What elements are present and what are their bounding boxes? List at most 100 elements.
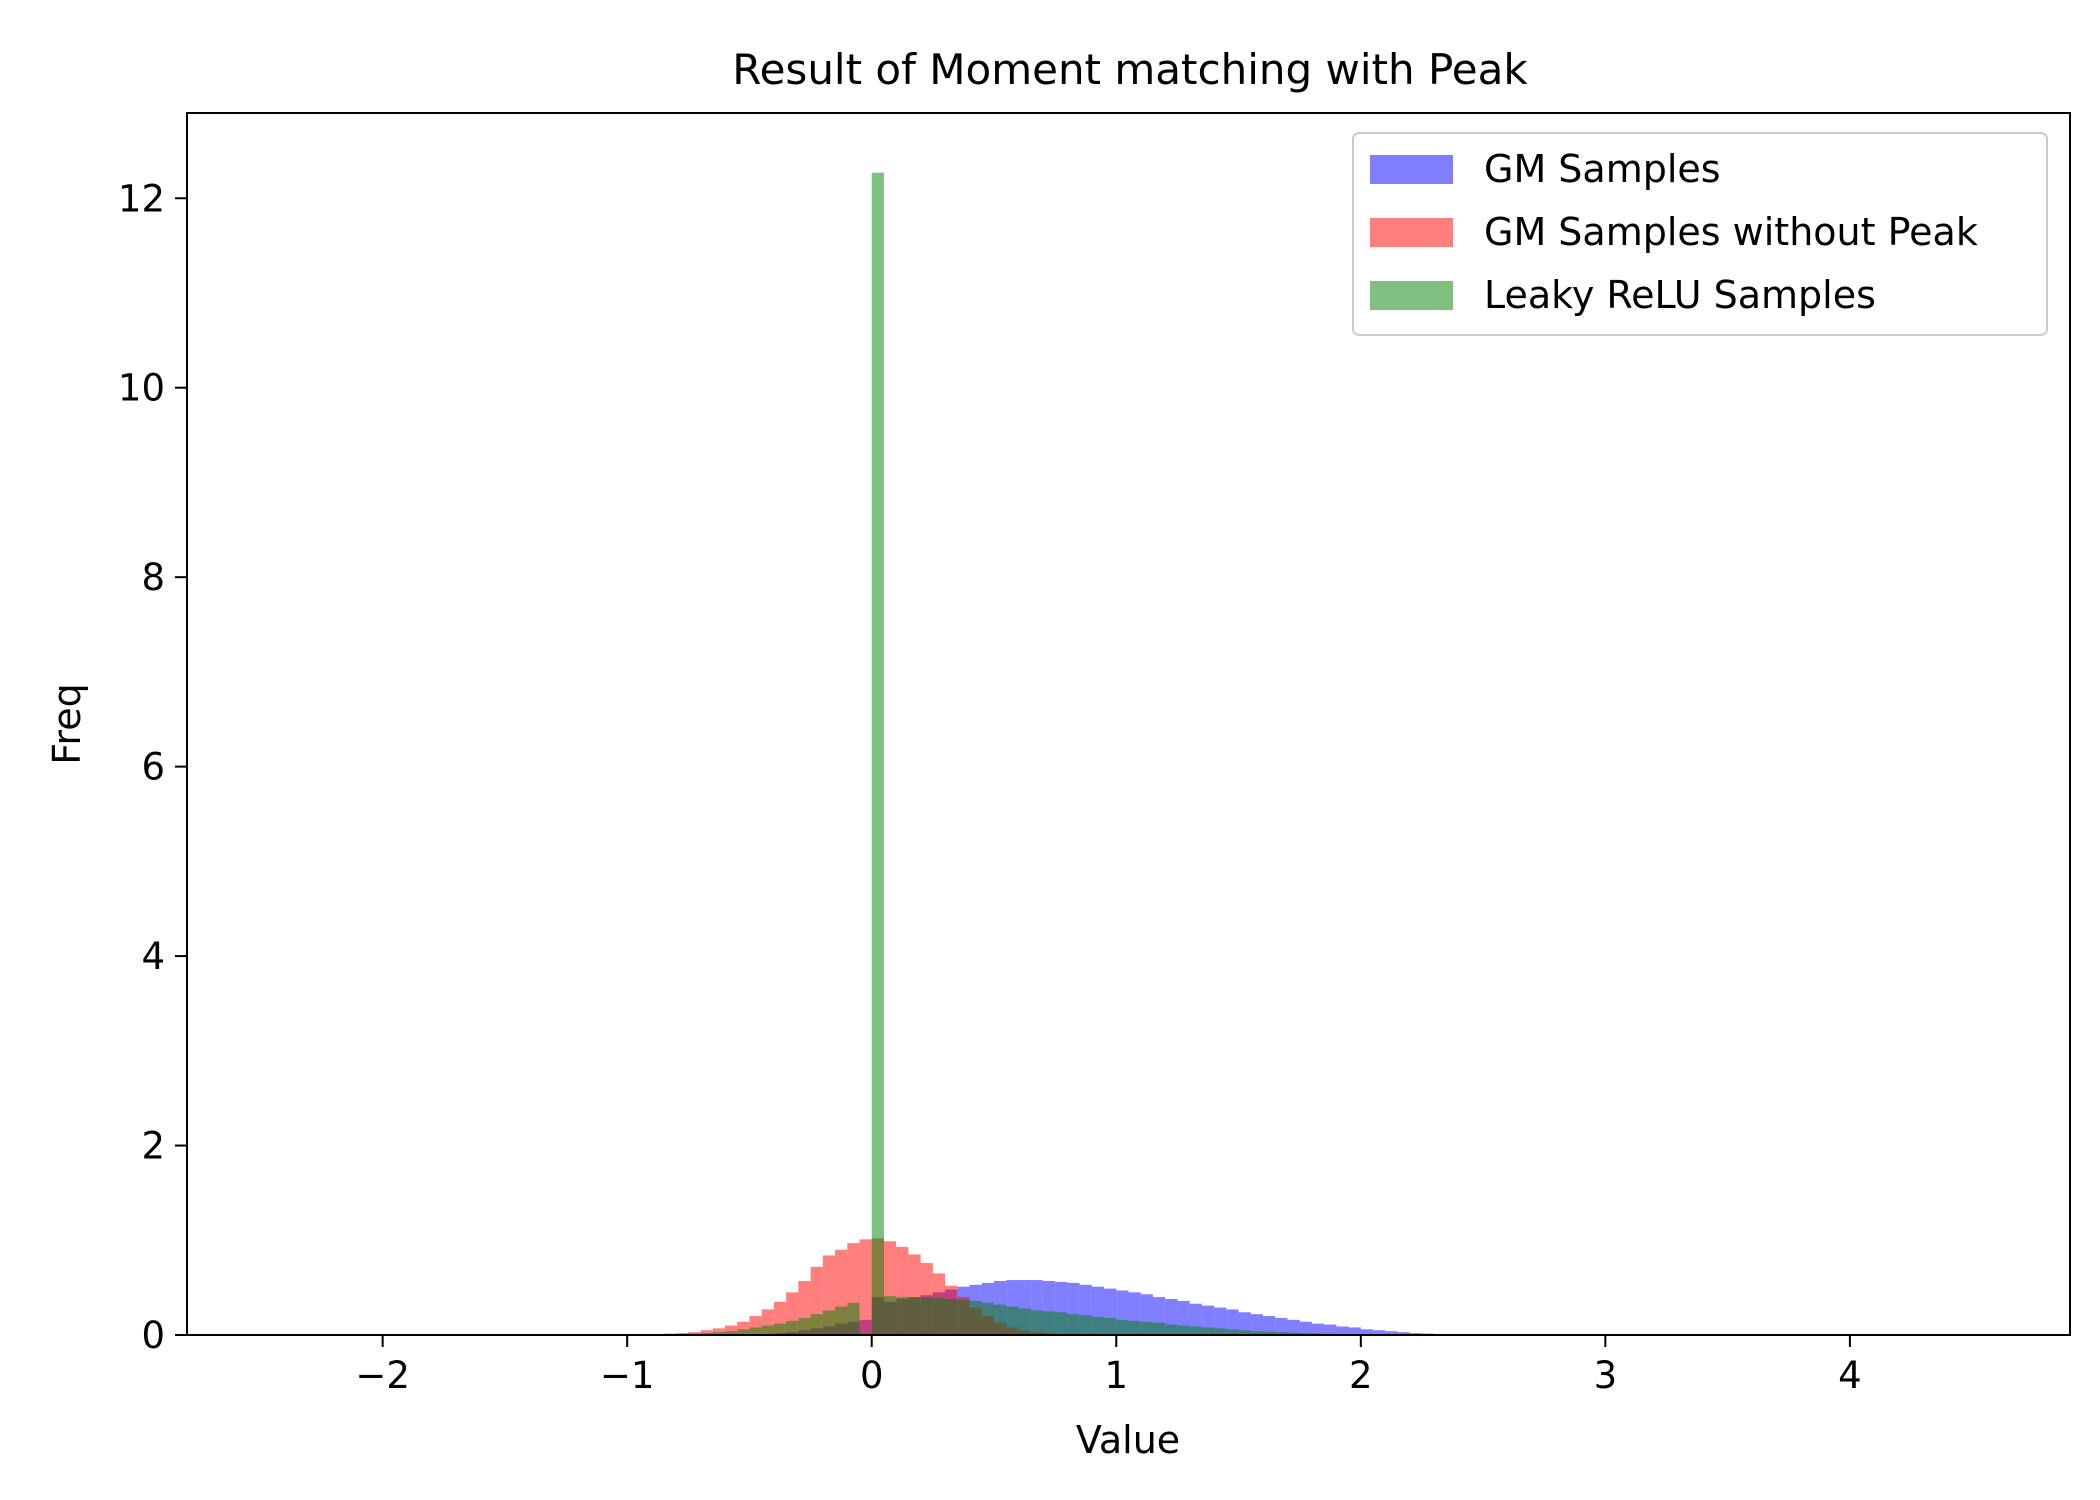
plot-frame — [186, 112, 2071, 1336]
histogram-bar — [712, 1328, 725, 1335]
histogram-bar — [908, 1297, 921, 1335]
histogram-bar — [700, 1330, 713, 1335]
x-tick-label: 3 — [1594, 1354, 1618, 1397]
histogram-bar — [1104, 1317, 1117, 1335]
x-tick-label: 1 — [1104, 1354, 1128, 1397]
histogram-bar — [1275, 1317, 1288, 1335]
histogram-bar — [773, 1323, 787, 1335]
histogram-bar — [1042, 1311, 1056, 1335]
histogram-bar — [1116, 1319, 1129, 1335]
legend-entry: GM Samples without Peak — [1370, 210, 1978, 254]
histogram-bar — [1360, 1329, 1374, 1335]
legend-frame — [1352, 132, 2048, 336]
legend-entries: GM Samples GM Samples without Peak Leaky R… — [1370, 147, 1978, 317]
histogram-bar — [1079, 1315, 1092, 1335]
histogram-bar — [1336, 1326, 1349, 1335]
histogram-bar — [1140, 1321, 1153, 1335]
legend: GM Samples GM Samples without Peak Leaky R… — [1352, 132, 2048, 336]
x-axis-label: Value — [1076, 1418, 1180, 1462]
histogram-bar — [712, 1332, 725, 1335]
histogram-bar — [1311, 1323, 1325, 1335]
histogram-bar — [1055, 1312, 1068, 1335]
histogram-bar — [1287, 1319, 1300, 1335]
histogram-bar — [1238, 1330, 1251, 1335]
y-tick-label: 2 — [141, 1125, 165, 1168]
histogram-bar — [945, 1299, 958, 1335]
x-tick-label: 0 — [860, 1354, 884, 1397]
histogram-bar — [786, 1320, 799, 1335]
x-axis: −2 −1 0 1 2 3 4 — [355, 1335, 1862, 1397]
histogram-bar — [957, 1299, 970, 1335]
legend-swatch — [1370, 218, 1453, 247]
histogram-bar — [883, 1296, 897, 1335]
histogram-bar — [1250, 1314, 1263, 1335]
histogram-bar — [749, 1327, 762, 1335]
histogram-bar — [835, 1306, 848, 1335]
histogram-bar — [1275, 1332, 1288, 1335]
legend-entry: Leaky ReLU Samples — [1370, 273, 1876, 317]
legend-entry: GM Samples — [1370, 147, 1721, 191]
x-tick-label: 4 — [1838, 1354, 1862, 1397]
legend-label: GM Samples — [1484, 147, 1721, 191]
histogram-bar — [969, 1300, 982, 1335]
histogram-bar — [1091, 1317, 1105, 1335]
histogram-bar — [871, 172, 884, 1336]
y-axis-label: Freq — [45, 683, 89, 764]
histogram-bar — [859, 1239, 872, 1335]
histogram-bar — [1177, 1325, 1190, 1335]
y-tick-label: 12 — [118, 177, 165, 220]
histogram-bar — [1201, 1327, 1215, 1335]
histogram-bar — [1263, 1331, 1276, 1335]
histogram-bar — [994, 1304, 1007, 1335]
histogram-bar — [1287, 1332, 1300, 1335]
histogram-bar — [725, 1325, 738, 1335]
x-tick-label: −2 — [355, 1354, 410, 1397]
x-tick-label: 2 — [1349, 1354, 1373, 1397]
histogram-bar — [725, 1331, 738, 1335]
legend-label: GM Samples without Peak — [1484, 210, 1978, 254]
histogram-bar — [1189, 1326, 1202, 1335]
histogram-bar — [932, 1298, 946, 1335]
histogram-bar — [1165, 1324, 1178, 1335]
histogram-bar — [822, 1310, 836, 1335]
histogram-bar — [1348, 1327, 1361, 1335]
histogram-bar — [981, 1302, 994, 1335]
histogram-bar — [1373, 1330, 1386, 1335]
histogram-bar — [761, 1325, 774, 1335]
histogram-bar — [810, 1314, 823, 1335]
histogram-bar — [1214, 1307, 1227, 1335]
chart-title: Result of Moment matching with Peak — [732, 45, 1528, 94]
y-tick-label: 0 — [141, 1314, 165, 1357]
histogram-bar — [798, 1317, 811, 1335]
legend-swatch — [1370, 281, 1453, 310]
y-axis: 0 2 4 6 8 10 12 — [118, 177, 187, 1357]
x-tick-label: −1 — [600, 1354, 655, 1397]
histogram-bar — [1030, 1310, 1043, 1335]
histogram-bar — [1006, 1306, 1019, 1335]
histogram-bar — [1128, 1320, 1141, 1335]
histogram-bar — [1238, 1312, 1251, 1335]
histogram-bar — [1226, 1309, 1239, 1335]
histogram-bar — [1250, 1331, 1263, 1335]
y-tick-label: 6 — [141, 746, 165, 789]
histogram-bar — [1018, 1308, 1031, 1335]
histogram-bar — [1397, 1332, 1410, 1335]
histogram-bar — [1324, 1324, 1337, 1335]
histogram-bar — [847, 1302, 860, 1335]
y-tick-label: 8 — [141, 556, 165, 599]
histogram-bar — [1299, 1321, 1312, 1335]
histogram-bar — [1263, 1316, 1276, 1335]
histogram-bar — [896, 1297, 909, 1335]
bars-layer — [639, 172, 1496, 1336]
legend-swatch — [1370, 155, 1453, 184]
histogram-bar — [1152, 1322, 1166, 1335]
histogram-bar — [737, 1329, 750, 1335]
histogram-bar — [1226, 1329, 1239, 1335]
histogram-bar — [1214, 1328, 1227, 1335]
y-tick-label: 10 — [118, 367, 165, 410]
legend-label: Leaky ReLU Samples — [1484, 273, 1876, 317]
y-tick-label: 4 — [141, 935, 165, 978]
histogram-bar — [920, 1297, 933, 1335]
histogram-bar — [1067, 1314, 1080, 1335]
